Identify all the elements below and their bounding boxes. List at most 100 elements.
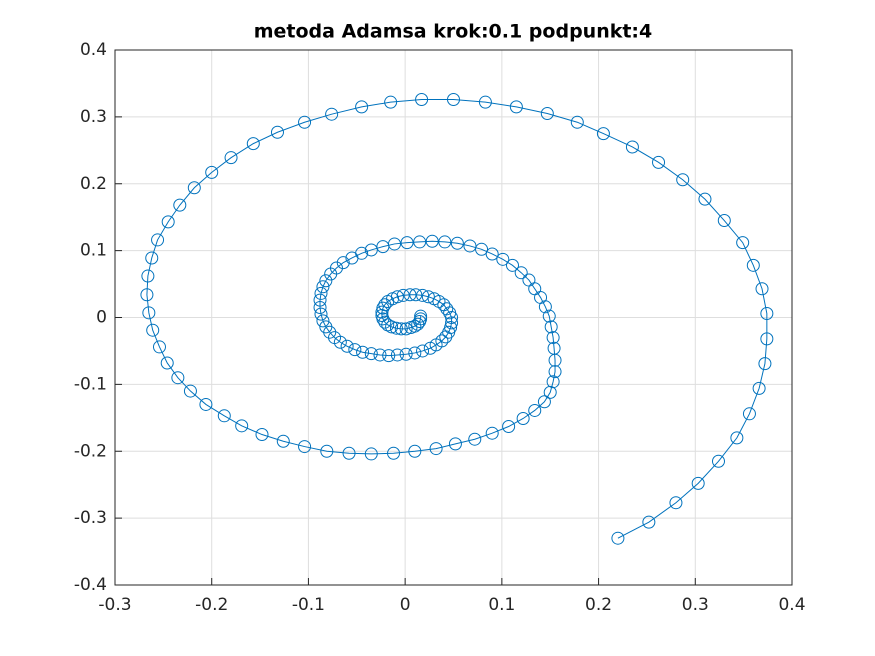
marker <box>642 515 656 529</box>
marker <box>652 155 666 169</box>
marker <box>475 242 489 256</box>
marker <box>669 496 683 510</box>
marker <box>246 137 260 151</box>
marker <box>342 446 356 460</box>
marker <box>429 442 443 456</box>
marker <box>421 290 435 304</box>
marker <box>373 348 387 362</box>
marker <box>314 307 328 321</box>
marker <box>399 347 413 361</box>
y-tick-label: 0.3 <box>80 107 107 127</box>
marker <box>414 309 428 323</box>
marker <box>746 258 760 272</box>
marker <box>427 292 441 306</box>
marker <box>161 215 175 229</box>
marker <box>364 447 378 461</box>
marker <box>235 419 249 433</box>
series-line <box>146 98 768 539</box>
marker <box>413 235 427 249</box>
marker <box>516 411 530 425</box>
marker <box>496 252 510 266</box>
marker <box>544 320 558 334</box>
marker <box>758 357 772 371</box>
marker <box>171 371 185 385</box>
marker <box>676 173 690 187</box>
marker <box>320 444 334 458</box>
marker <box>408 346 422 360</box>
marker <box>445 316 459 330</box>
marker <box>414 312 428 326</box>
marker <box>711 454 725 468</box>
x-tick-label: 0.3 <box>682 595 709 615</box>
marker <box>340 339 354 353</box>
marker <box>183 384 197 398</box>
marker <box>298 115 312 129</box>
marker <box>385 320 399 334</box>
marker <box>752 381 766 395</box>
marker <box>140 288 154 302</box>
marker <box>348 343 362 357</box>
marker <box>505 258 519 272</box>
marker <box>528 403 542 417</box>
marker <box>522 273 536 287</box>
marker <box>336 256 350 270</box>
marker <box>381 294 395 308</box>
marker <box>435 334 449 348</box>
x-tick-label: 0.1 <box>488 595 515 615</box>
marker <box>546 331 560 345</box>
x-tick-label: -0.3 <box>98 595 131 615</box>
marker <box>151 233 165 247</box>
y-tick-label: -0.4 <box>74 575 107 595</box>
marker <box>742 407 756 421</box>
marker <box>698 192 712 206</box>
marker <box>323 325 337 339</box>
marker <box>146 323 160 337</box>
y-tick-label: -0.1 <box>74 374 107 394</box>
marker <box>468 432 482 446</box>
marker <box>324 267 338 281</box>
marker <box>399 322 413 336</box>
marker <box>760 332 774 346</box>
marker <box>546 375 560 389</box>
chart-title: metoda Adamsa krok:0.1 podpunkt:4 <box>254 21 653 43</box>
marker <box>736 236 750 250</box>
y-tick-label: 0.1 <box>80 241 107 261</box>
marker <box>384 95 398 109</box>
x-tick-label: -0.2 <box>195 595 228 615</box>
marker <box>463 239 477 253</box>
marker <box>416 288 430 302</box>
marker <box>160 356 174 370</box>
marker <box>625 140 639 154</box>
marker <box>448 437 462 451</box>
marker <box>298 440 312 454</box>
marker <box>364 243 378 257</box>
y-tick-label: -0.2 <box>74 441 107 461</box>
marker <box>224 151 238 165</box>
marker <box>447 92 460 106</box>
marker <box>142 306 156 320</box>
marker <box>152 340 166 354</box>
marker <box>537 395 551 409</box>
marker <box>389 321 403 335</box>
marker <box>760 306 774 320</box>
marker <box>730 431 744 445</box>
marker <box>276 434 290 448</box>
marker <box>514 266 528 280</box>
marker <box>217 409 231 423</box>
marker <box>345 251 359 265</box>
marker <box>548 365 562 379</box>
marker <box>205 165 219 179</box>
marker <box>509 100 523 114</box>
y-tick-label: 0.2 <box>80 174 107 194</box>
marker <box>376 240 390 254</box>
marker <box>255 428 269 442</box>
marker <box>425 234 439 248</box>
marker <box>611 531 625 545</box>
marker <box>440 302 454 316</box>
marker <box>444 321 458 335</box>
marker <box>141 269 155 283</box>
axes-box <box>114 49 793 586</box>
marker <box>187 181 201 195</box>
